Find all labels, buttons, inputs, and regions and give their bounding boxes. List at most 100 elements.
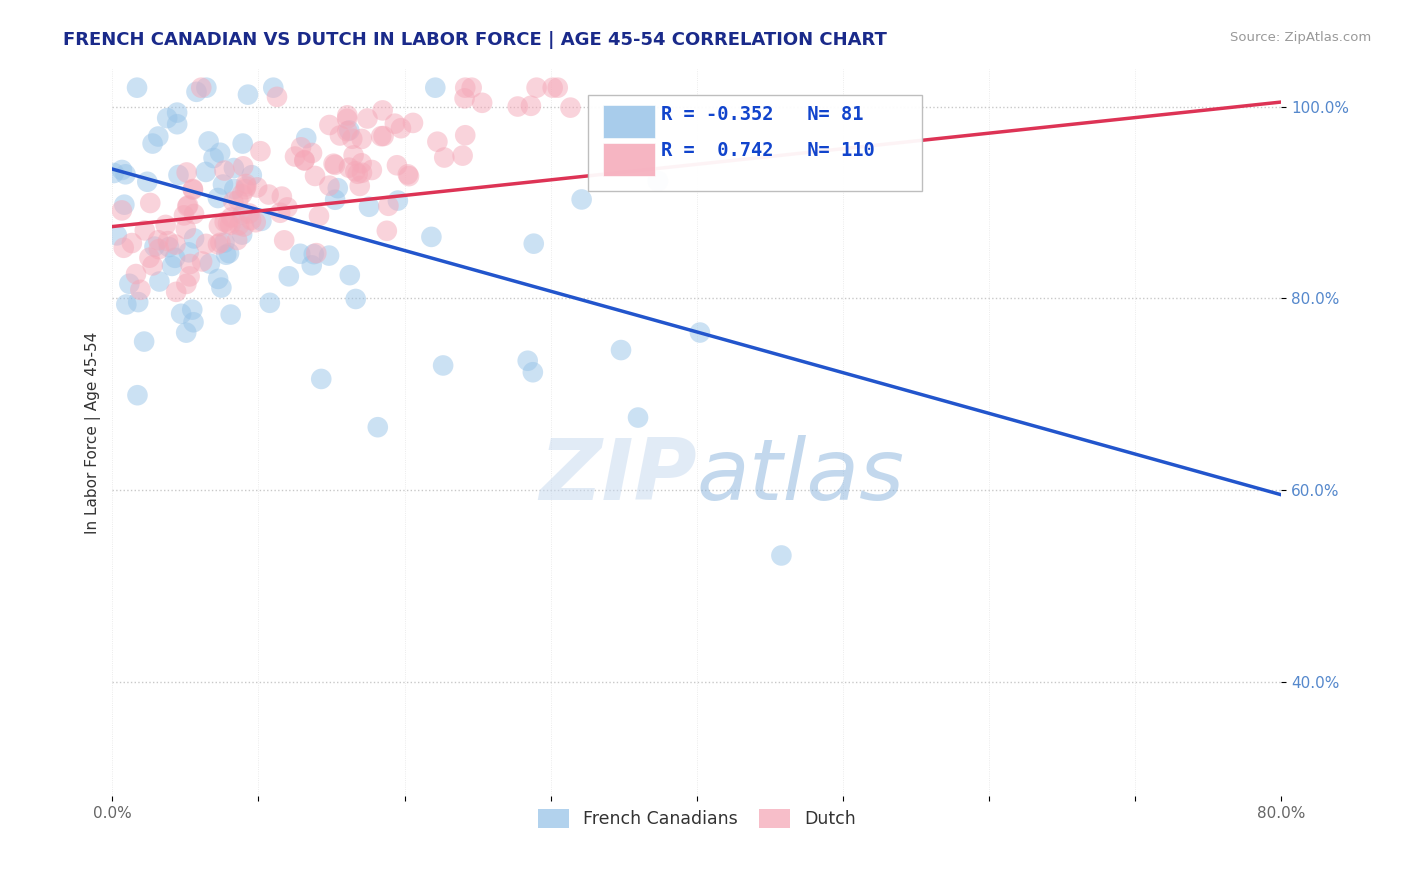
Point bbox=[219, 308, 242, 322]
Point bbox=[176, 165, 198, 179]
Point bbox=[112, 197, 135, 211]
Point bbox=[349, 178, 371, 193]
Point bbox=[506, 99, 529, 113]
Point bbox=[232, 159, 254, 173]
Point bbox=[231, 208, 253, 222]
Point bbox=[323, 158, 346, 172]
Point bbox=[420, 230, 443, 244]
Point bbox=[202, 151, 225, 165]
Point bbox=[560, 101, 582, 115]
Point bbox=[195, 236, 218, 251]
Point bbox=[143, 239, 166, 253]
Point bbox=[177, 245, 200, 260]
Point bbox=[610, 343, 633, 357]
Point bbox=[460, 80, 482, 95]
Point bbox=[301, 146, 323, 161]
Point bbox=[318, 178, 340, 193]
Point bbox=[547, 80, 569, 95]
Point bbox=[174, 326, 197, 340]
Point bbox=[290, 140, 312, 154]
Point bbox=[157, 240, 180, 254]
Point bbox=[377, 199, 399, 213]
Point bbox=[471, 95, 494, 110]
Point bbox=[396, 167, 419, 181]
Point bbox=[173, 208, 195, 222]
Point bbox=[336, 108, 359, 122]
Point bbox=[212, 178, 235, 192]
Point bbox=[125, 267, 148, 281]
Point bbox=[115, 297, 138, 311]
Point bbox=[344, 292, 367, 306]
Point bbox=[344, 164, 367, 178]
Point bbox=[309, 372, 332, 386]
Point bbox=[647, 174, 669, 188]
Point bbox=[121, 235, 143, 250]
Point bbox=[277, 269, 299, 284]
Point bbox=[336, 112, 359, 126]
Point bbox=[290, 247, 312, 261]
Point bbox=[236, 87, 259, 102]
Point bbox=[181, 183, 204, 197]
Point bbox=[134, 223, 156, 237]
Text: atlas: atlas bbox=[697, 434, 904, 517]
Point bbox=[103, 166, 125, 180]
Point bbox=[138, 251, 160, 265]
Point bbox=[342, 132, 364, 146]
Point bbox=[541, 80, 564, 95]
Point bbox=[191, 254, 214, 268]
Point bbox=[148, 275, 170, 289]
Point bbox=[111, 203, 134, 218]
Point bbox=[222, 194, 245, 209]
Legend: French Canadians, Dutch: French Canadians, Dutch bbox=[531, 802, 862, 835]
Point bbox=[136, 175, 159, 189]
Point bbox=[127, 295, 149, 310]
Point bbox=[433, 151, 456, 165]
Point bbox=[367, 420, 389, 434]
Point bbox=[194, 165, 217, 179]
Point bbox=[370, 129, 392, 144]
FancyBboxPatch shape bbox=[603, 143, 655, 177]
Point bbox=[183, 231, 205, 245]
Point bbox=[105, 228, 128, 243]
Point bbox=[125, 80, 148, 95]
Point bbox=[114, 167, 136, 181]
Point bbox=[337, 161, 360, 175]
Point bbox=[398, 169, 420, 183]
Point bbox=[259, 295, 281, 310]
Point bbox=[214, 235, 236, 250]
Point bbox=[571, 193, 593, 207]
Point bbox=[228, 218, 250, 232]
Point bbox=[240, 213, 263, 227]
Point bbox=[350, 156, 373, 170]
Point bbox=[208, 219, 231, 234]
Point bbox=[235, 182, 257, 196]
Point bbox=[181, 182, 204, 196]
Point bbox=[318, 249, 340, 263]
Point bbox=[197, 135, 219, 149]
Point bbox=[165, 237, 187, 252]
Point bbox=[207, 191, 229, 205]
Point bbox=[209, 280, 232, 294]
Point bbox=[186, 85, 208, 99]
Point bbox=[174, 222, 197, 236]
Point bbox=[250, 214, 273, 228]
Point bbox=[112, 241, 135, 255]
Point bbox=[329, 128, 352, 143]
Point bbox=[308, 209, 330, 223]
Y-axis label: In Labor Force | Age 45-54: In Labor Force | Age 45-54 bbox=[86, 331, 101, 533]
Point bbox=[183, 315, 205, 329]
Point bbox=[240, 168, 263, 182]
Point bbox=[245, 215, 267, 229]
Point bbox=[454, 80, 477, 95]
Point bbox=[304, 169, 326, 183]
Point bbox=[177, 198, 200, 212]
Point bbox=[195, 80, 218, 95]
Point bbox=[295, 131, 318, 145]
Point bbox=[127, 388, 149, 402]
Point bbox=[215, 248, 238, 262]
Point bbox=[302, 247, 325, 261]
Text: R = -0.352   N= 81: R = -0.352 N= 81 bbox=[661, 105, 863, 124]
Text: FRENCH CANADIAN VS DUTCH IN LABOR FORCE | AGE 45-54 CORRELATION CHART: FRENCH CANADIAN VS DUTCH IN LABOR FORCE … bbox=[63, 31, 887, 49]
FancyBboxPatch shape bbox=[588, 95, 922, 191]
Point bbox=[360, 163, 382, 178]
